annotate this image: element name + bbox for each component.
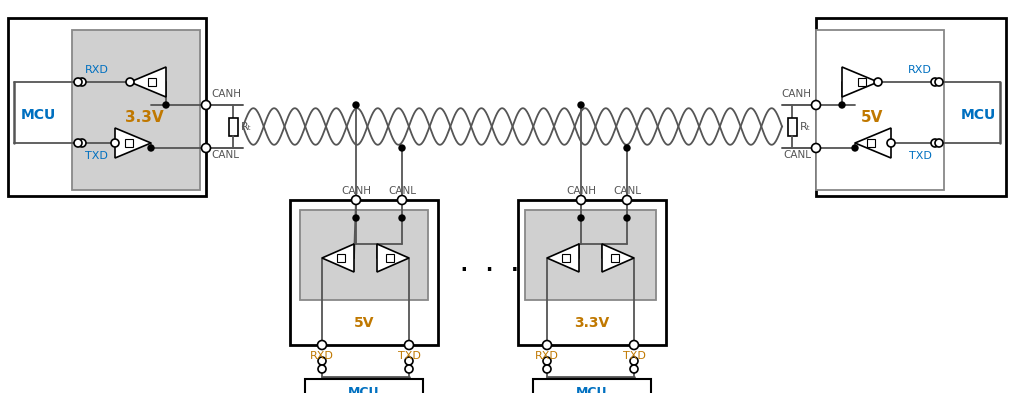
Circle shape	[578, 102, 585, 108]
Text: MCU: MCU	[20, 108, 56, 122]
Circle shape	[852, 145, 858, 151]
Bar	[533, 379, 651, 393]
Circle shape	[148, 145, 154, 151]
Bar	[816, 30, 944, 190]
Bar	[611, 254, 619, 262]
Circle shape	[317, 340, 326, 349]
Circle shape	[74, 78, 82, 86]
Text: TXD: TXD	[909, 151, 932, 161]
Circle shape	[623, 195, 631, 204]
Text: RXD: RXD	[310, 351, 334, 361]
Circle shape	[887, 139, 895, 147]
Circle shape	[576, 195, 586, 204]
Circle shape	[630, 357, 638, 365]
Circle shape	[629, 340, 638, 349]
Circle shape	[931, 78, 939, 86]
Circle shape	[353, 102, 359, 108]
Bar	[787, 118, 796, 136]
Circle shape	[397, 195, 406, 204]
Circle shape	[404, 340, 413, 349]
Bar	[229, 118, 237, 136]
Text: MCU: MCU	[576, 386, 608, 393]
Circle shape	[935, 78, 943, 86]
Circle shape	[624, 145, 630, 151]
Text: RXD: RXD	[908, 65, 932, 75]
Text: RXD: RXD	[535, 351, 559, 361]
Text: CANH: CANH	[211, 89, 241, 99]
Bar	[562, 254, 570, 262]
Polygon shape	[842, 67, 878, 97]
Text: CANH: CANH	[781, 89, 811, 99]
Bar	[72, 30, 200, 190]
Text: CANH: CANH	[341, 186, 371, 196]
Text: CANL: CANL	[613, 186, 641, 196]
Bar	[386, 254, 394, 262]
Circle shape	[399, 215, 405, 221]
Circle shape	[202, 143, 211, 152]
Text: Rₜ: Rₜ	[241, 121, 252, 132]
Circle shape	[543, 357, 551, 365]
Circle shape	[630, 365, 638, 373]
Polygon shape	[115, 128, 151, 158]
Circle shape	[78, 78, 86, 86]
Circle shape	[399, 145, 405, 151]
Circle shape	[318, 357, 326, 365]
Text: CANL: CANL	[783, 150, 811, 160]
Circle shape	[543, 365, 551, 373]
Circle shape	[624, 215, 630, 221]
Text: 5V: 5V	[861, 110, 883, 125]
Text: MCU: MCU	[960, 108, 996, 122]
Circle shape	[811, 101, 821, 110]
Polygon shape	[855, 128, 891, 158]
Circle shape	[543, 340, 551, 349]
Text: . . .: . . .	[459, 255, 522, 275]
Bar	[148, 78, 156, 86]
Bar	[858, 78, 866, 86]
Text: Rₜ: Rₜ	[800, 121, 811, 132]
Polygon shape	[322, 244, 354, 272]
Circle shape	[202, 101, 211, 110]
Bar	[305, 379, 423, 393]
Circle shape	[163, 102, 169, 108]
Text: 3.3V: 3.3V	[574, 316, 610, 330]
Text: CANH: CANH	[566, 186, 596, 196]
Circle shape	[318, 365, 326, 373]
Bar	[525, 210, 656, 300]
Text: MCU: MCU	[348, 386, 380, 393]
Circle shape	[874, 78, 882, 86]
Circle shape	[811, 143, 821, 152]
Bar	[816, 18, 1006, 196]
Text: CANL: CANL	[211, 150, 239, 160]
Circle shape	[931, 139, 939, 147]
Circle shape	[839, 102, 845, 108]
Circle shape	[405, 357, 413, 365]
Text: RXD: RXD	[85, 65, 108, 75]
Bar	[337, 254, 345, 262]
Circle shape	[111, 139, 119, 147]
Text: 5V: 5V	[354, 316, 374, 330]
Text: 3.3V: 3.3V	[125, 110, 163, 125]
Bar	[290, 200, 438, 345]
Circle shape	[126, 78, 134, 86]
Bar	[518, 200, 666, 345]
Text: TXD: TXD	[397, 351, 420, 361]
Text: TXD: TXD	[85, 151, 107, 161]
Polygon shape	[377, 244, 409, 272]
Polygon shape	[602, 244, 634, 272]
Bar	[867, 139, 875, 147]
Circle shape	[74, 139, 82, 147]
Circle shape	[78, 139, 86, 147]
Bar	[125, 139, 133, 147]
Circle shape	[353, 215, 359, 221]
Circle shape	[352, 195, 361, 204]
Bar	[8, 18, 206, 196]
Polygon shape	[130, 67, 166, 97]
Polygon shape	[547, 244, 579, 272]
Text: TXD: TXD	[623, 351, 645, 361]
Circle shape	[935, 139, 943, 147]
Text: CANL: CANL	[388, 186, 416, 196]
Circle shape	[578, 215, 585, 221]
Circle shape	[405, 365, 413, 373]
Bar	[300, 210, 428, 300]
